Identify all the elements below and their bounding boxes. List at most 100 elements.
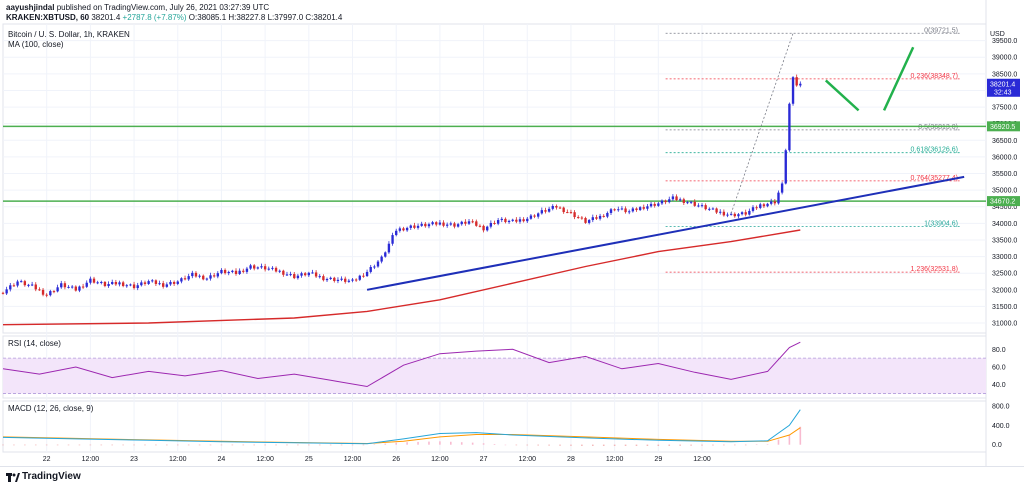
candle-body bbox=[507, 220, 511, 223]
candle-body bbox=[30, 284, 34, 286]
candle-body bbox=[744, 212, 747, 215]
candle-body bbox=[52, 291, 56, 293]
candle-body bbox=[693, 201, 696, 206]
macd-histogram-bar bbox=[624, 444, 627, 446]
candle-body bbox=[460, 221, 463, 225]
candle-body bbox=[398, 228, 402, 231]
candle-body bbox=[333, 277, 336, 282]
candle-body bbox=[678, 199, 682, 201]
candle-body bbox=[263, 266, 267, 270]
candle-body bbox=[635, 208, 638, 211]
macd-histogram-bar bbox=[111, 444, 114, 446]
fib-level-label: 0.764(35277.4) bbox=[911, 175, 958, 182]
macd-tick-label: 400.0 bbox=[992, 423, 1010, 430]
macd-histogram-bar bbox=[744, 444, 747, 446]
candle-body bbox=[234, 270, 238, 274]
candle-body bbox=[788, 103, 791, 151]
macd-histogram-bar bbox=[526, 444, 529, 446]
macd-histogram-bar bbox=[460, 442, 463, 445]
x-tick-label: 12:00 bbox=[344, 456, 362, 463]
candle-body bbox=[529, 215, 533, 219]
macd-histogram-bar bbox=[166, 444, 168, 446]
candle-body bbox=[664, 200, 667, 203]
candle-body bbox=[602, 215, 605, 217]
candle-body bbox=[369, 267, 372, 272]
y-tick-label: 35500.0 bbox=[992, 171, 1017, 178]
candle-body bbox=[344, 278, 347, 282]
macd-tick-label: 0.0 bbox=[992, 442, 1002, 449]
candle-body bbox=[365, 271, 369, 277]
fib-level-label: 0.5(36813.0) bbox=[918, 124, 958, 131]
candle-body bbox=[60, 283, 63, 288]
candle-body bbox=[143, 282, 147, 284]
macd-histogram-bar bbox=[209, 444, 212, 446]
candle-body bbox=[85, 282, 88, 287]
candle-body bbox=[402, 228, 405, 231]
macd-histogram-bar bbox=[308, 444, 310, 446]
candle-body bbox=[391, 235, 394, 244]
candle-body bbox=[336, 279, 340, 282]
y-tick-label: 35000.0 bbox=[992, 188, 1017, 195]
candle-body bbox=[183, 278, 187, 280]
published-text: published on TradingView.com, July 26, 2… bbox=[56, 3, 270, 12]
candle-body bbox=[795, 77, 798, 86]
macd-histogram-bar bbox=[570, 444, 572, 446]
candle-body bbox=[92, 278, 96, 283]
candle-body bbox=[1, 292, 5, 294]
candle-body bbox=[23, 281, 27, 286]
rsi-line bbox=[2, 341, 801, 388]
candle-body bbox=[475, 221, 478, 226]
candle-body bbox=[628, 211, 631, 213]
candle-body bbox=[551, 205, 554, 209]
candle-body bbox=[697, 205, 700, 207]
chart-canvas[interactable]: 22 12:00 23 12:00 24 12:00 25 12:00 26 12:00 27 12:… bbox=[0, 0, 1024, 466]
candle-body bbox=[5, 289, 8, 294]
macd-histogram-bar bbox=[515, 444, 518, 446]
macd-histogram-bar bbox=[723, 444, 725, 446]
candle-body bbox=[165, 284, 169, 287]
candle-body bbox=[100, 281, 103, 283]
candle-body bbox=[238, 270, 241, 274]
candle-body bbox=[384, 252, 387, 257]
candle-body bbox=[580, 217, 584, 219]
last-price: 38201.4 bbox=[91, 13, 121, 22]
candle-body bbox=[715, 208, 718, 213]
candle-body bbox=[762, 204, 766, 207]
candle-body bbox=[759, 204, 762, 208]
macd-histogram-bar bbox=[362, 444, 365, 446]
macd-histogram-bar bbox=[13, 444, 15, 446]
projection-arrow-up bbox=[882, 46, 915, 111]
candle-body bbox=[547, 208, 551, 212]
x-tick-label: 26 bbox=[392, 456, 400, 463]
candle-body bbox=[220, 269, 223, 274]
candle-body bbox=[395, 230, 398, 236]
macd-histogram-bar bbox=[559, 444, 561, 446]
y-tick-label: 36500.0 bbox=[992, 138, 1017, 145]
macd-histogram-bar bbox=[176, 444, 179, 446]
candle-body bbox=[606, 212, 609, 217]
macd-histogram-bar bbox=[668, 444, 671, 446]
macd-histogram-bar bbox=[89, 444, 92, 446]
candle-body bbox=[751, 207, 755, 211]
legend-rsi: RSI (14, close) bbox=[8, 339, 61, 348]
projection-arrow-down bbox=[824, 79, 860, 112]
candle-body bbox=[307, 272, 311, 276]
candle-body bbox=[267, 268, 270, 270]
macd-histogram-bar bbox=[755, 444, 758, 446]
candle-body bbox=[103, 281, 107, 287]
candle-body bbox=[81, 286, 85, 288]
x-tick-label: 25 bbox=[305, 456, 313, 463]
candle-body bbox=[303, 273, 307, 276]
macd-histogram-bar bbox=[286, 444, 288, 446]
candle-body bbox=[624, 208, 627, 213]
candle-body bbox=[260, 266, 263, 268]
macd-histogram-bar bbox=[187, 444, 190, 446]
candle-body bbox=[668, 199, 671, 203]
quote-line: KRAKEN:XBTUSD, 60 38201.4 +2787.8 (+7.87… bbox=[6, 13, 342, 22]
y-tick-label: 31500.0 bbox=[992, 304, 1017, 311]
price-label-box bbox=[987, 196, 1020, 207]
candle-body bbox=[653, 203, 656, 206]
candle-body bbox=[140, 282, 143, 286]
y-tick-label: 38500.0 bbox=[992, 71, 1017, 78]
candle-body bbox=[245, 268, 249, 272]
